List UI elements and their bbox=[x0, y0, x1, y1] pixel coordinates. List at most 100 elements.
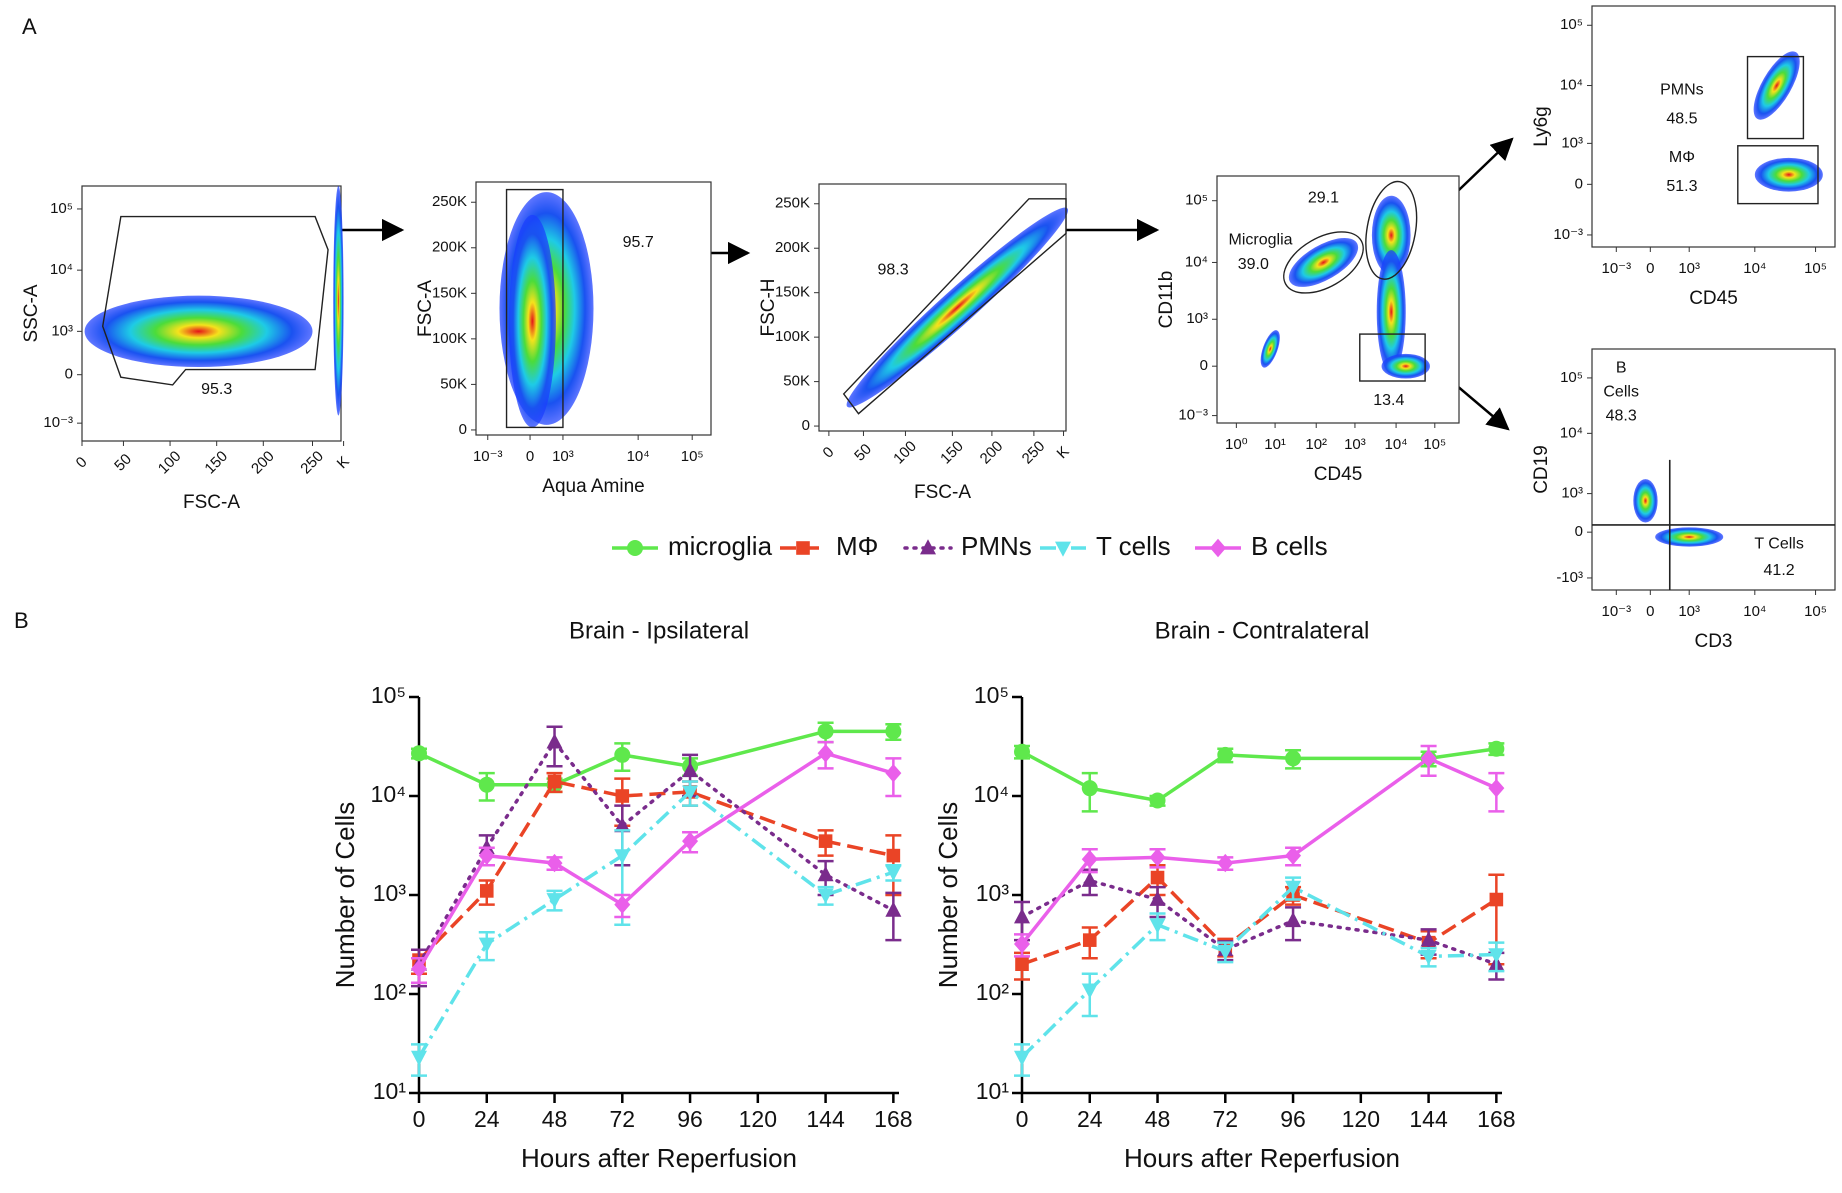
flow-plot: 29.1 Microglia 39.0 13.4 10⁰ 10¹ 10² 10³ 10⁴ 10⁵ 1… bbox=[1156, 175, 1460, 485]
flow-plot: 98.30 50 100 150 200 250 K250K200K150K100K50K0… bbox=[758, 183, 1073, 503]
gate-label: 48.3 bbox=[1606, 408, 1637, 425]
marker bbox=[885, 723, 902, 740]
density-cloud bbox=[1288, 237, 1359, 287]
series bbox=[1014, 744, 1505, 958]
y-tick-label: 0 bbox=[802, 417, 810, 434]
marker bbox=[1081, 780, 1098, 797]
marker bbox=[411, 959, 427, 978]
y-axis-label: Number of Cells bbox=[933, 802, 963, 988]
y-tick-label: 10² bbox=[373, 979, 407, 1005]
marker bbox=[1285, 911, 1302, 928]
series-line bbox=[1020, 885, 1497, 1059]
x-tick-label: 144 bbox=[806, 1106, 845, 1132]
x-tick-label: 0 bbox=[526, 448, 534, 465]
marker bbox=[1149, 792, 1166, 809]
marker bbox=[1082, 933, 1097, 947]
density-cloud bbox=[1371, 195, 1411, 275]
marker bbox=[818, 834, 833, 848]
x-tick-label: 10⁴ bbox=[1743, 260, 1766, 277]
marker bbox=[1150, 870, 1165, 885]
y-tick-label: -10³ bbox=[1556, 569, 1583, 586]
flow-plot: 95.3 0 50 100 150 200 250 K 10⁵ 10⁴ 10³ 0 10⁻³ FSC-A S… bbox=[21, 185, 353, 513]
x-tick-label: K bbox=[1054, 443, 1073, 462]
x-axis-label: CD3 bbox=[1694, 631, 1732, 652]
y-tick-label: 250K bbox=[432, 193, 467, 210]
gate-label: 39.0 bbox=[1238, 256, 1269, 273]
gate-label: 29.1 bbox=[1308, 189, 1339, 206]
y-axis-label: FSC-A bbox=[415, 280, 436, 337]
x-tick-label: 200 bbox=[977, 438, 1007, 468]
series bbox=[1014, 868, 1505, 981]
x-tick-label: 10⁵ bbox=[1804, 260, 1827, 277]
marker bbox=[1285, 880, 1302, 896]
legend-item: T cells bbox=[1040, 531, 1171, 561]
marker bbox=[682, 831, 699, 851]
marker bbox=[1081, 983, 1098, 999]
series bbox=[411, 721, 902, 802]
x-tick-label: 0 bbox=[413, 1106, 426, 1132]
x-axis-label: Aqua Amine bbox=[542, 476, 644, 497]
gate-label: 13.4 bbox=[1373, 392, 1404, 409]
x-tick-label: 10⁴ bbox=[1743, 603, 1766, 620]
y-axis-label: CD11b bbox=[1156, 271, 1177, 329]
y-tick-label: 10⁴ bbox=[50, 261, 73, 278]
y-tick-label: 10³ bbox=[1561, 134, 1583, 151]
marker bbox=[1217, 746, 1234, 763]
density-cloud bbox=[1753, 51, 1800, 120]
gate bbox=[505, 188, 564, 429]
marker bbox=[886, 848, 901, 863]
legend-label: MΦ bbox=[836, 531, 878, 561]
y-tick-label: 10⁴ bbox=[1185, 253, 1208, 270]
marker bbox=[1217, 853, 1234, 873]
marker bbox=[1420, 749, 1437, 768]
marker bbox=[817, 888, 834, 904]
y-tick-label: 10³ bbox=[976, 880, 1010, 906]
x-tick-label: 72 bbox=[609, 1106, 635, 1132]
marker bbox=[885, 901, 902, 917]
marker bbox=[1285, 846, 1302, 865]
y-tick-label: 150K bbox=[432, 284, 467, 301]
x-axis-label: FSC-A bbox=[183, 492, 240, 513]
marker bbox=[1081, 871, 1098, 887]
x-tick-label: 48 bbox=[542, 1106, 568, 1132]
density-cloud bbox=[508, 214, 556, 428]
gate bbox=[1737, 145, 1819, 205]
x-tick-label: 96 bbox=[677, 1106, 703, 1132]
y-tick-label: 50K bbox=[783, 373, 810, 390]
marker bbox=[1420, 931, 1437, 947]
legend-item: B cells bbox=[1195, 531, 1328, 561]
y-tick-label: 0 bbox=[1575, 175, 1583, 192]
gate-label: 98.3 bbox=[878, 262, 909, 279]
legend-label: microglia bbox=[668, 531, 773, 561]
marker bbox=[817, 744, 834, 763]
x-tick-label: 72 bbox=[1212, 1106, 1238, 1132]
x-tick-label: 48 bbox=[1145, 1106, 1171, 1132]
gate-label: PMNs bbox=[1660, 82, 1704, 99]
x-tick-label: 120 bbox=[739, 1106, 777, 1132]
y-tick-label: 50K bbox=[440, 375, 467, 392]
y-tick-label: 150K bbox=[775, 284, 810, 301]
density-cloud bbox=[1655, 527, 1724, 547]
marker bbox=[614, 895, 631, 914]
marker bbox=[478, 937, 495, 953]
marker bbox=[614, 849, 631, 865]
marker bbox=[1488, 948, 1505, 964]
legend-label: B cells bbox=[1251, 531, 1328, 561]
y-axis-label: CD19 bbox=[1531, 445, 1552, 494]
marker bbox=[1081, 849, 1098, 869]
marker bbox=[478, 776, 495, 793]
marker bbox=[1210, 538, 1226, 558]
x-tick-label: 10⁰ bbox=[1225, 436, 1248, 453]
marker bbox=[1014, 934, 1030, 954]
marker bbox=[1285, 750, 1302, 767]
marker bbox=[614, 817, 631, 833]
marker bbox=[796, 541, 810, 555]
gate-label: Cells bbox=[1603, 384, 1639, 401]
x-tick-label: 24 bbox=[1077, 1106, 1103, 1132]
plot-frame bbox=[1216, 175, 1460, 424]
marker bbox=[1488, 778, 1505, 798]
chart: Brain - Ipsilateral 10¹ 10² 10³ 10⁴ 10⁵ 0 24 48 7… bbox=[330, 617, 913, 1173]
legend-item: MΦ bbox=[780, 531, 878, 561]
x-tick-label: 10³ bbox=[1678, 603, 1700, 620]
